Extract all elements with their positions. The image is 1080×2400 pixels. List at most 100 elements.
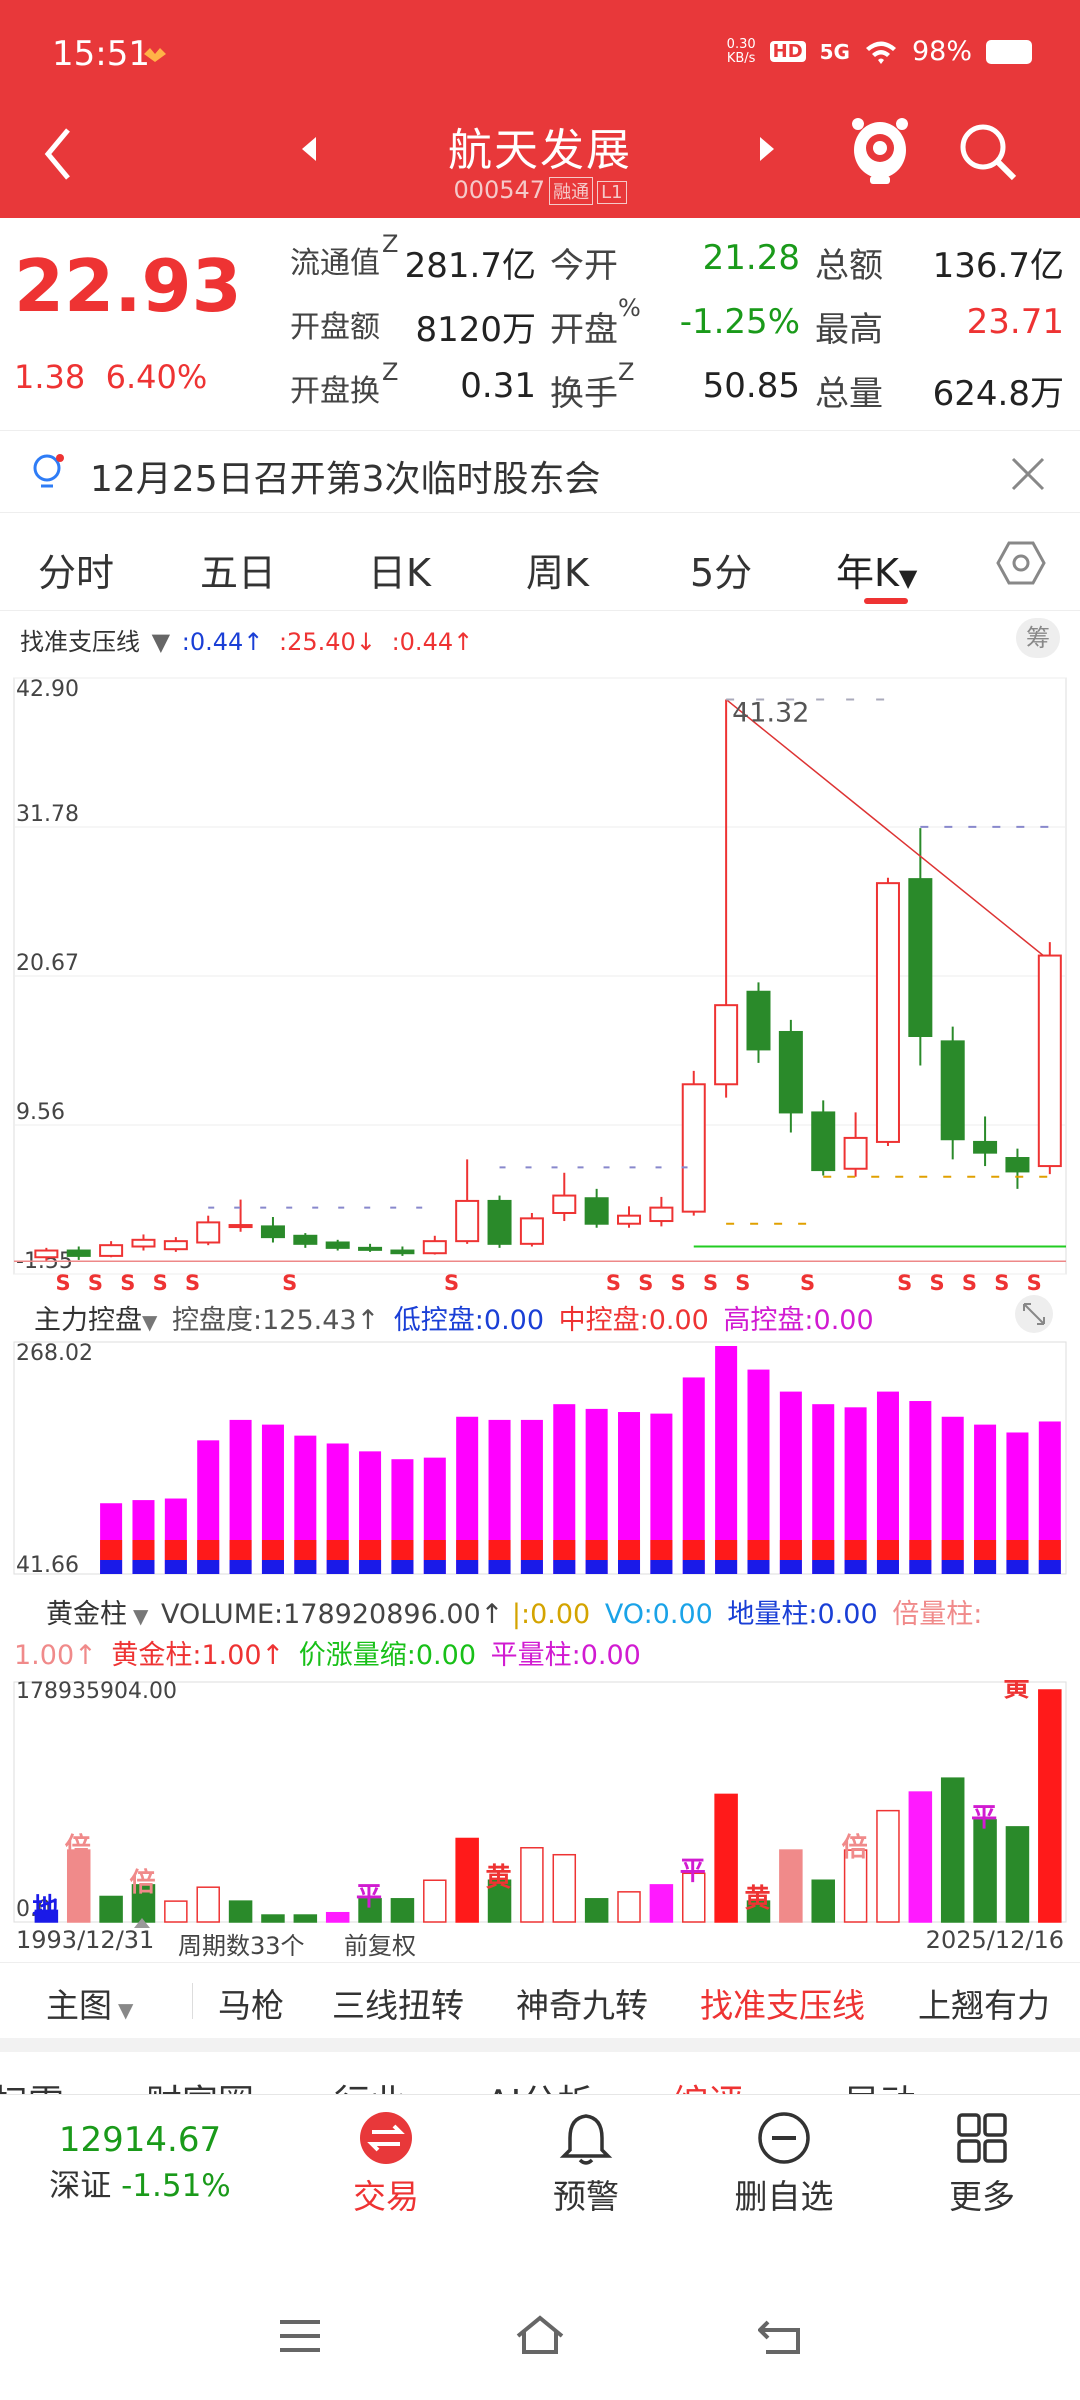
volume-bar <box>99 1895 123 1923</box>
tab-industry[interactable]: 行业 <box>334 2074 406 2094</box>
control-bar-low <box>909 1560 932 1574</box>
volume-bar <box>714 1793 738 1923</box>
signal-s-mark: S <box>994 1271 1009 1294</box>
volume-mark: 平 <box>971 1803 997 1833</box>
control-bar-high <box>618 1412 641 1574</box>
index-change: -1.51% <box>121 2168 231 2204</box>
volume-bar <box>617 1891 641 1923</box>
remove-favorite-button[interactable]: 删自选 <box>716 2110 852 2218</box>
indicator-control[interactable]: 主力控盘▼ 控盘度:125.43↑ 低控盘:0.00 中控盘:0.00 高控盘:… <box>34 1295 1064 1336</box>
tab-mine-clear[interactable]: 扫雷 <box>0 2074 64 2094</box>
net-speed: 0.30 KB/s <box>726 36 756 66</box>
tab-daily-k[interactable]: 日K <box>368 551 431 595</box>
signal-s-mark: S <box>735 1271 750 1294</box>
candle-body <box>584 1197 609 1225</box>
control-chart-panel[interactable]: 268.02 41.66 <box>0 1336 1080 1586</box>
signal-s-mark: S <box>638 1271 653 1294</box>
settings-hexagon-icon[interactable] <box>996 540 1046 586</box>
tab-main-chart[interactable]: 主图 ▼ <box>46 1986 134 2025</box>
candle-body <box>973 1140 998 1154</box>
tab-wealth-circle[interactable]: 财富圈 <box>146 2074 254 2094</box>
control-axis-bottom: 41.66 <box>16 1553 79 1578</box>
tab-ai-analysis[interactable]: AI分析 <box>486 2074 593 2094</box>
price-axis-label: 42.90 <box>16 677 79 702</box>
index-name: 深证 <box>49 2168 112 2204</box>
indicator-support-line[interactable]: 找准支压线 ▼ :0.44↑ :25.40↓ :0.44↑ 筹 <box>20 618 1060 658</box>
volume-chart-panel[interactable]: 178935904.00 0.0 地倍倍平黄平黄倍平黄 <box>0 1673 1080 1924</box>
signal-s-mark: S <box>671 1271 686 1294</box>
control-bar-low <box>488 1560 511 1574</box>
tab-yearly-k[interactable]: 年K▼ <box>836 551 918 595</box>
quote-value-6: 0.31 <box>460 366 536 406</box>
control-bar-low <box>164 1560 187 1574</box>
index-quote[interactable]: 12914.67 深证 -1.51% <box>30 2120 250 2205</box>
control-bar-mid <box>359 1540 382 1560</box>
next-stock-icon[interactable] <box>756 134 778 164</box>
expand-icon[interactable] <box>1014 1294 1054 1334</box>
status-time: 15:51 <box>52 34 150 74</box>
tab-anomaly[interactable]: 异动 <box>844 2074 916 2094</box>
remove-label: 删自选 <box>734 2177 834 2216</box>
tab-upturn[interactable]: 上翘有力 <box>918 1986 1050 2025</box>
active-tab-indicator <box>864 598 908 604</box>
quote-label-3: 开盘额 <box>290 310 380 345</box>
mascot-icon[interactable] <box>848 114 912 186</box>
home-icon[interactable] <box>514 2314 566 2356</box>
control-bar-mid <box>747 1540 770 1560</box>
control-bar-low <box>456 1560 479 1574</box>
candle-body <box>681 1083 706 1213</box>
control-bar-mid <box>456 1540 479 1560</box>
tab-intraday[interactable]: 分时 <box>38 551 115 595</box>
control-bar-low <box>261 1560 284 1574</box>
control-bar-high <box>520 1419 543 1574</box>
notice-bar[interactable]: 12月25日召开第3次临时股东会 <box>0 430 1080 513</box>
trade-icon <box>360 2112 412 2164</box>
indicator-gold-bar[interactable]: 黄金柱 ▼ VOLUME:178920896.00↑ |:0.00 VO:0.00… <box>46 1594 1076 1637</box>
candle-body <box>196 1221 221 1244</box>
adjust-mode[interactable]: 前复权 <box>344 1932 416 1960</box>
tab-5min[interactable]: 5分 <box>690 551 753 595</box>
tab-horse-spear[interactable]: 马枪 <box>218 1986 284 2025</box>
search-icon[interactable] <box>956 120 1020 184</box>
tab-three-line[interactable]: 三线扭转 <box>332 1986 464 2025</box>
resistance-line <box>725 698 1044 957</box>
control-bar-low <box>618 1560 641 1574</box>
control-bar-high <box>1038 1421 1061 1574</box>
tab-magic-nine[interactable]: 神奇九转 <box>516 1986 648 2025</box>
level-tag: L1 <box>597 181 627 204</box>
main-chart-panel[interactable]: 42.90 31.78 20.67 9.56 -1.55 41.32 S S S S S S S S S S S… <box>0 664 1080 1295</box>
quote-value-2: 136.7亿 <box>932 246 1064 286</box>
candle-body <box>746 990 771 1051</box>
volume-bar <box>811 1879 835 1923</box>
candle-body <box>843 1136 868 1170</box>
date-end: 2025/12/16 <box>925 1926 1064 1954</box>
volume-bar <box>455 1837 479 1923</box>
control-bar-chart[interactable]: 268.02 41.66 <box>0 1336 1080 1586</box>
top-header: 15:51 0.30 KB/s HD 5G 98% 航天发展 000547 融通 L1 <box>0 0 1080 218</box>
quote-value-3: 8120万 <box>415 310 536 350</box>
chip-badge[interactable]: 筹 <box>1016 618 1060 658</box>
tab-five-day[interactable]: 五日 <box>200 551 277 595</box>
control-bar-high <box>553 1404 576 1574</box>
control-bar-low <box>553 1560 576 1574</box>
more-button[interactable]: 更多 <box>920 2110 1044 2218</box>
trade-button[interactable]: 交易 <box>324 2110 448 2218</box>
peak-price-label: 41.32 <box>732 697 809 728</box>
menu-icon[interactable] <box>278 2318 322 2354</box>
back-nav-icon[interactable] <box>758 2316 802 2356</box>
tab-rating[interactable]: 综评 <box>672 2074 744 2094</box>
prev-stock-icon[interactable] <box>298 134 320 164</box>
back-icon[interactable] <box>40 124 76 184</box>
close-icon[interactable] <box>1010 456 1046 492</box>
control-bar-mid <box>132 1540 155 1560</box>
alert-button[interactable]: 预警 <box>524 2110 648 2218</box>
candle-body <box>293 1234 318 1245</box>
candle-body <box>455 1199 480 1243</box>
double-volume-label: 倍量柱: <box>892 1599 983 1630</box>
low-volume-bar: 地量柱:0.00 <box>727 1599 878 1630</box>
tab-weekly-k[interactable]: 周K <box>526 551 589 595</box>
system-nav-bar <box>0 2300 1080 2370</box>
tab-support-line[interactable]: 找准支压线 <box>700 1986 865 2025</box>
